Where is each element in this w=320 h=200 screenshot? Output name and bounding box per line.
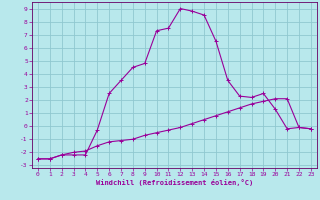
- X-axis label: Windchill (Refroidissement éolien,°C): Windchill (Refroidissement éolien,°C): [96, 179, 253, 186]
